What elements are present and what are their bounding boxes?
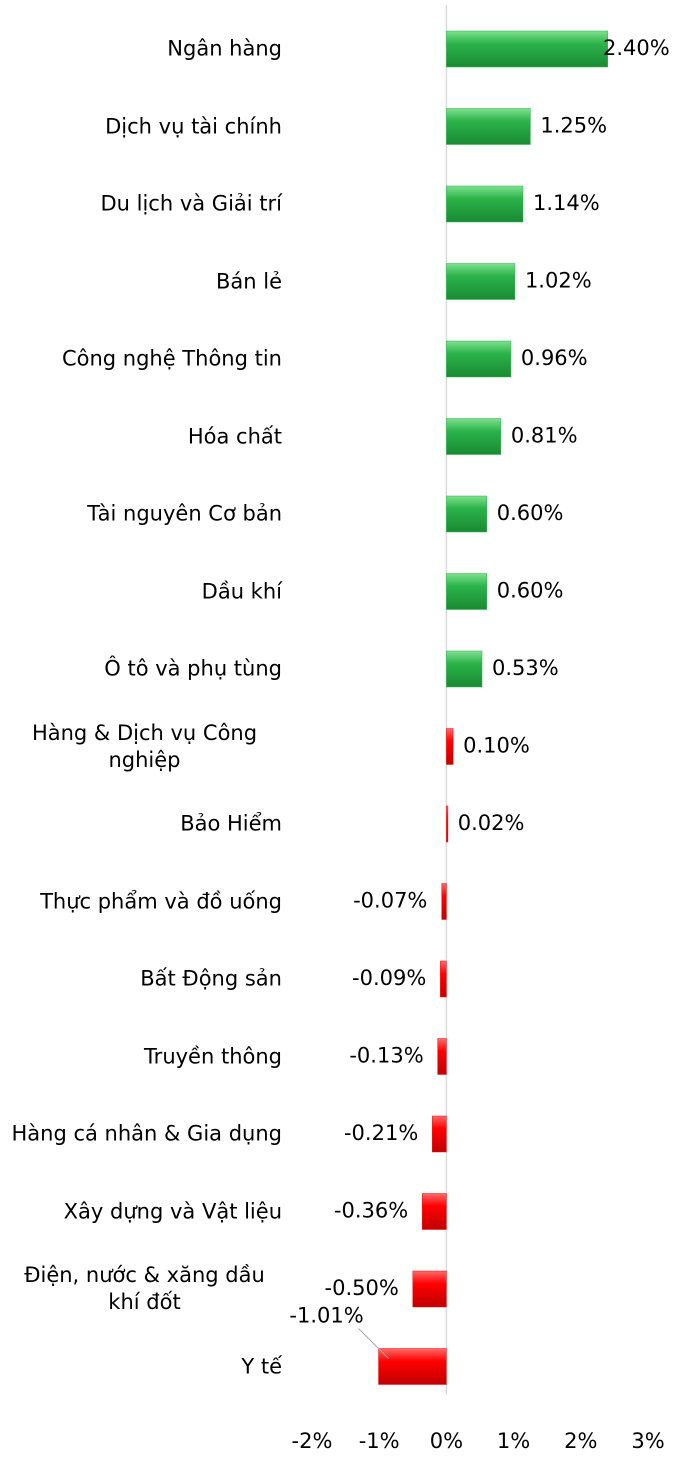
category-label: Ngân hàng — [167, 36, 282, 61]
category-label: Điện, nước & xăng dầu khí đốt — [24, 1263, 265, 1314]
value-label: 1.14% — [533, 191, 600, 215]
bar — [446, 573, 487, 610]
category-label: Xây dựng và Vật liệu — [63, 1199, 282, 1223]
value-label: 1.25% — [540, 114, 607, 138]
bar — [446, 340, 512, 378]
bar — [446, 185, 524, 223]
bar — [421, 1193, 447, 1230]
value-label: -1.01% — [289, 1304, 363, 1328]
category-label: Bất Động sản — [140, 966, 282, 991]
value-label: 0.10% — [463, 734, 530, 758]
bar — [446, 418, 502, 455]
bar — [446, 805, 449, 843]
category-label: Thực phẩm và đồ uống — [40, 889, 282, 913]
x-tick-label: 3% — [631, 1429, 664, 1453]
value-label: -0.09% — [352, 966, 426, 990]
category-label: Y tế — [241, 1354, 282, 1378]
bar — [412, 1270, 447, 1308]
x-tick-label: 2% — [564, 1429, 597, 1453]
category-label: Bảo Hiểm — [180, 811, 282, 836]
value-label: 0.60% — [497, 579, 564, 603]
value-label: -0.07% — [353, 889, 427, 913]
value-label: -0.36% — [334, 1199, 408, 1223]
x-tick-label: 0% — [430, 1429, 463, 1453]
bar — [378, 1348, 447, 1385]
category-label: Hóa chất — [187, 424, 282, 448]
category-label: Dầu khí — [201, 579, 282, 603]
category-label: Hàng & Dịch vụ Công nghiệp — [31, 720, 258, 772]
value-label: 0.60% — [497, 501, 564, 525]
category-label: Dịch vụ tài chính — [105, 114, 282, 138]
x-tick-label: -1% — [359, 1429, 400, 1453]
bar — [446, 30, 608, 68]
value-label: -0.50% — [325, 1276, 399, 1300]
bar — [446, 263, 516, 300]
value-label: 0.81% — [511, 424, 578, 448]
category-label: Truyền thông — [143, 1044, 282, 1068]
category-label: Hàng cá nhân & Gia dụng — [11, 1121, 282, 1146]
category-label: Bán lẻ — [215, 269, 282, 293]
category-label: Tài nguyên Cơ bản — [87, 501, 282, 526]
leader-line — [358, 1328, 389, 1359]
value-label: 1.02% — [525, 269, 592, 293]
value-label: 0.53% — [492, 656, 559, 680]
bar — [446, 728, 454, 765]
category-label: Du lịch và Giải trí — [100, 191, 282, 216]
bar — [446, 108, 531, 145]
bar — [437, 1038, 447, 1075]
bar — [446, 650, 483, 688]
value-label: 0.96% — [521, 346, 588, 370]
bar — [440, 960, 447, 998]
x-tick-label: 1% — [497, 1429, 530, 1453]
bar — [446, 495, 487, 533]
bar — [432, 1115, 447, 1153]
value-label: -0.13% — [349, 1044, 423, 1068]
bar — [441, 883, 447, 920]
category-label: Công nghệ Thông tin — [61, 346, 282, 371]
category-label: Ô tô và phụ tùng — [104, 656, 282, 681]
x-tick-label: -2% — [292, 1429, 333, 1453]
value-label: -0.21% — [344, 1121, 418, 1145]
value-label: 2.40% — [603, 36, 670, 60]
value-label: 0.02% — [458, 811, 525, 835]
